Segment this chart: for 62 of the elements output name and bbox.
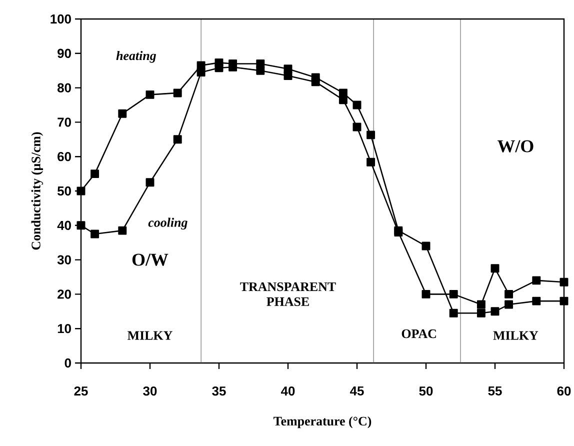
y-tick-label: 20 bbox=[58, 290, 71, 299]
x-tick-label: 30 bbox=[143, 386, 157, 396]
annotation: W/O bbox=[498, 140, 534, 152]
y-tick-label: 0 bbox=[64, 358, 71, 368]
point bbox=[560, 278, 568, 286]
annotation: O/W bbox=[132, 254, 168, 266]
point bbox=[504, 300, 514, 309]
point bbox=[449, 290, 458, 298]
point bbox=[284, 72, 292, 80]
point bbox=[146, 178, 154, 187]
y-tick-label: 30 bbox=[57, 255, 71, 264]
point bbox=[476, 300, 486, 309]
point bbox=[422, 290, 430, 298]
point bbox=[311, 78, 320, 86]
point bbox=[504, 290, 514, 298]
y-tick-label: 50 bbox=[58, 186, 71, 196]
point bbox=[214, 64, 224, 72]
point bbox=[352, 100, 362, 110]
point bbox=[76, 186, 86, 196]
point bbox=[196, 68, 206, 77]
point bbox=[560, 296, 568, 306]
point bbox=[76, 221, 86, 230]
annotation: MILKY bbox=[128, 331, 172, 340]
point bbox=[490, 307, 500, 316]
annotation: MILKY bbox=[493, 331, 538, 340]
point bbox=[173, 135, 182, 144]
text: heating bbox=[116, 50, 156, 63]
x-tick-label: 45 bbox=[350, 386, 364, 396]
x-tick-label: 25 bbox=[74, 386, 88, 396]
point bbox=[173, 88, 182, 98]
point bbox=[146, 90, 154, 99]
y-tick-label: 40 bbox=[57, 220, 71, 230]
point bbox=[90, 170, 100, 178]
x-tick-label: 55 bbox=[488, 386, 502, 396]
x-tick-label: 60 bbox=[557, 386, 571, 396]
point bbox=[90, 230, 100, 238]
point bbox=[256, 66, 265, 75]
annotation: OPAC bbox=[402, 329, 436, 338]
point bbox=[476, 308, 486, 318]
y-tick-label: 80 bbox=[58, 83, 71, 92]
y-tick-label: 10 bbox=[58, 324, 71, 334]
point bbox=[490, 264, 500, 273]
point bbox=[366, 158, 376, 166]
point bbox=[422, 242, 430, 250]
point bbox=[118, 109, 127, 118]
series-label: cooling bbox=[148, 218, 188, 230]
x-tick-label: 35 bbox=[212, 386, 226, 396]
point bbox=[118, 226, 127, 235]
y-tick-label: 70 bbox=[58, 118, 71, 127]
x-tick-label: 50 bbox=[419, 386, 433, 396]
point bbox=[532, 296, 541, 306]
y-tick-label: 60 bbox=[58, 152, 71, 162]
point bbox=[449, 308, 458, 318]
point bbox=[366, 130, 376, 140]
annotation: TRANSPARENT PHASE bbox=[240, 282, 336, 306]
y-axis-title: Conductivity (µS/cm) bbox=[31, 132, 44, 250]
point bbox=[532, 276, 541, 285]
y-tick-label: 90 bbox=[58, 48, 71, 58]
x-axis-title: Temperature (°C) bbox=[274, 416, 372, 428]
point bbox=[352, 122, 362, 132]
x-tick-label: 40 bbox=[281, 386, 295, 396]
y-tick-label: 100 bbox=[50, 14, 71, 24]
